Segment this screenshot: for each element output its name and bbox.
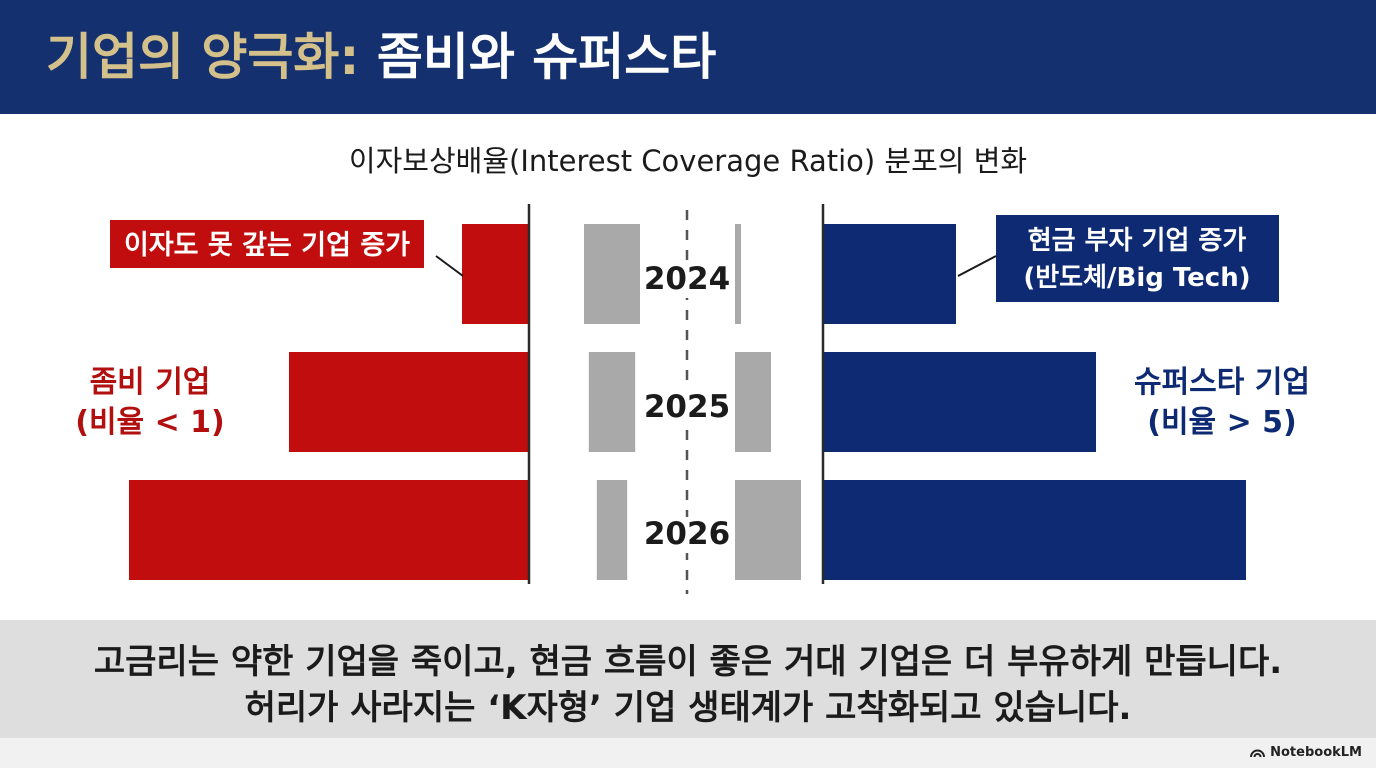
middle-left-bar-2026 bbox=[596, 480, 628, 580]
right-label-line1: 슈퍼스타 기업 bbox=[1134, 365, 1310, 400]
zombie-bar-2025 bbox=[289, 352, 529, 452]
brand-mark: NotebookLM bbox=[1250, 745, 1362, 760]
left-callout-connector bbox=[435, 255, 464, 277]
year-label-2024: 2024 bbox=[644, 261, 730, 297]
year-label-bg-2025 bbox=[647, 390, 727, 426]
superstar-bar-2025 bbox=[823, 352, 1096, 452]
superstar-bar-2026 bbox=[823, 480, 1246, 580]
middle-right-bar-2026 bbox=[735, 480, 801, 580]
middle-right-bar-2025 bbox=[735, 352, 771, 452]
left-label-line2: (비율 < 1) bbox=[75, 405, 225, 440]
right-callout-box bbox=[996, 215, 1279, 302]
chart-title: 이자보상배율(Interest Coverage Ratio) 분포의 변화 bbox=[349, 144, 1027, 178]
middle-right-bar-2024 bbox=[735, 224, 741, 324]
brand-label: NotebookLM bbox=[1270, 745, 1362, 760]
zombie-bar-2024 bbox=[462, 224, 529, 324]
footer-banner: 고금리는 약한 기업을 죽이고, 현금 흐름이 좋은 거대 기업은 더 부유하게… bbox=[0, 620, 1376, 738]
year-label-2025: 2025 bbox=[644, 389, 730, 425]
footer-line-2: 허리가 사라지는 ‘K자형’ 기업 생태계가 고착화되고 있습니다. bbox=[244, 688, 1132, 728]
right-label-line2: (비율 > 5) bbox=[1147, 405, 1297, 440]
year-label-bg-2024 bbox=[647, 262, 727, 298]
zombie-bar-2026 bbox=[129, 480, 529, 580]
k-shaped-chart: 이자보상배율(Interest Coverage Ratio) 분포의 변화 2… bbox=[75, 144, 1310, 594]
right-callout-text-line2: (반도체/Big Tech) bbox=[1023, 263, 1250, 293]
middle-left-bar-2025 bbox=[588, 352, 636, 452]
title-rest: 좀비와 슈퍼스타 bbox=[376, 28, 717, 86]
year-label-2026: 2026 bbox=[644, 516, 730, 552]
superstar-bar-2024 bbox=[823, 224, 956, 324]
year-labels: 2024 2025 2026 bbox=[644, 261, 730, 553]
middle-left-bar-2024 bbox=[584, 224, 640, 324]
notebooklm-logo-icon bbox=[1250, 749, 1266, 758]
page-title: 기업의 양극화: 좀비와 슈퍼스타 bbox=[46, 24, 716, 90]
title-bar: 기업의 양극화: 좀비와 슈퍼스타 bbox=[0, 0, 1376, 114]
left-label-line1: 좀비 기업 bbox=[90, 365, 211, 400]
bars-layer bbox=[129, 224, 1246, 580]
left-callout-text: 이자도 못 갚는 기업 증가 bbox=[124, 230, 410, 261]
right-callout-text-line1: 현금 부자 기업 증가 bbox=[1028, 226, 1247, 256]
title-accent: 기업의 양극화: bbox=[46, 28, 360, 86]
year-label-bg-2026 bbox=[647, 517, 727, 553]
footer-line-1: 고금리는 약한 기업을 죽이고, 현금 흐름이 좋은 거대 기업은 더 부유하게… bbox=[93, 642, 1283, 682]
right-callout-connector bbox=[957, 255, 997, 277]
left-callout-box bbox=[110, 220, 424, 268]
